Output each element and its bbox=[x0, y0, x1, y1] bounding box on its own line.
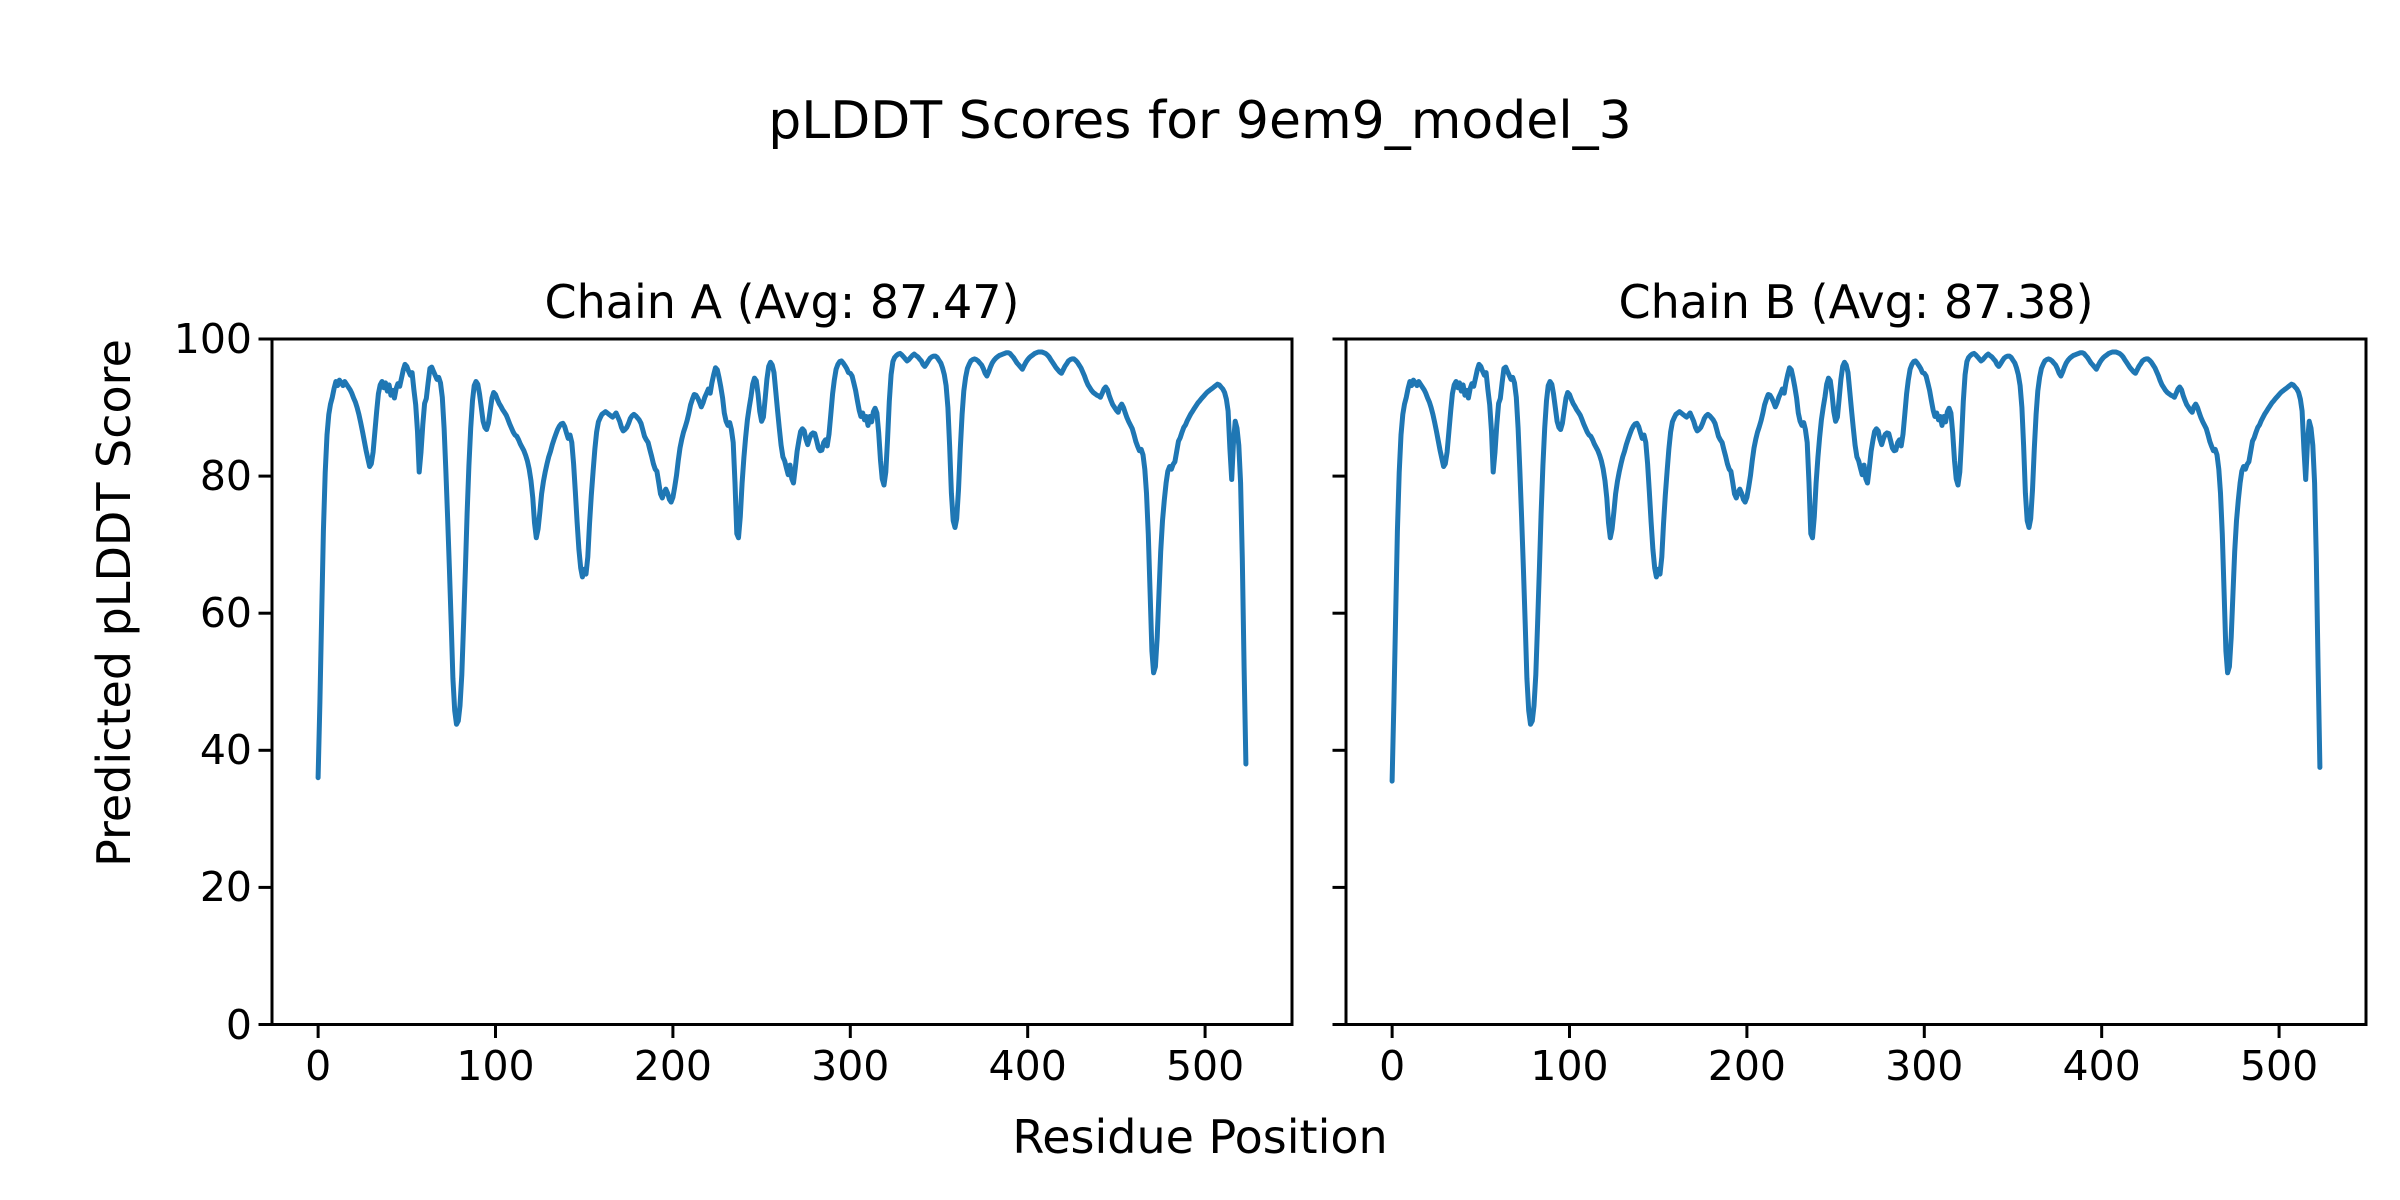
y-tick-label: 40 bbox=[199, 726, 252, 775]
y-tick-label: 100 bbox=[173, 315, 252, 363]
y-tick-label: 20 bbox=[199, 863, 252, 912]
x-tick-label-chain-a: 200 bbox=[633, 1042, 713, 1090]
y-tick-label: 0 bbox=[225, 1000, 252, 1049]
x-tick-label-chain-a: 300 bbox=[811, 1042, 890, 1090]
plddt-line-chain-b bbox=[1389, 349, 2323, 784]
x-tick-label-chain-b: 100 bbox=[1530, 1042, 1609, 1090]
x-tick-label-chain-a: 400 bbox=[988, 1042, 1067, 1090]
x-tick-label-chain-a: 100 bbox=[456, 1042, 535, 1090]
x-tick-label-chain-b: 400 bbox=[2062, 1042, 2141, 1090]
x-axis-label: Residue Position bbox=[1012, 1110, 1388, 1164]
x-tick-label-chain-b: 300 bbox=[1885, 1042, 1964, 1090]
subplot-title-chain-b: Chain B (Avg: 87.38) bbox=[1618, 275, 2094, 329]
subplot-title-chain-a: Chain A (Avg: 87.47) bbox=[544, 275, 1020, 329]
x-tick-label-chain-b: 200 bbox=[1707, 1042, 1787, 1090]
y-tick-label: 60 bbox=[199, 589, 252, 638]
x-tick-label-chain-a: 500 bbox=[1165, 1042, 1245, 1090]
x-tick-label-chain-b: 500 bbox=[2239, 1042, 2319, 1090]
figure-title: pLDDT Scores for 9em9_model_3 bbox=[768, 91, 1632, 151]
y-tick-label: 80 bbox=[199, 452, 252, 501]
axes-frame-chain-a bbox=[270, 337, 1294, 1026]
x-tick-label-chain-a: 0 bbox=[305, 1042, 332, 1090]
x-tick-label-chain-b: 0 bbox=[1379, 1042, 1406, 1090]
axes-frame-chain-b bbox=[1344, 337, 2368, 1026]
plddt-line-chain-a bbox=[315, 349, 1249, 781]
